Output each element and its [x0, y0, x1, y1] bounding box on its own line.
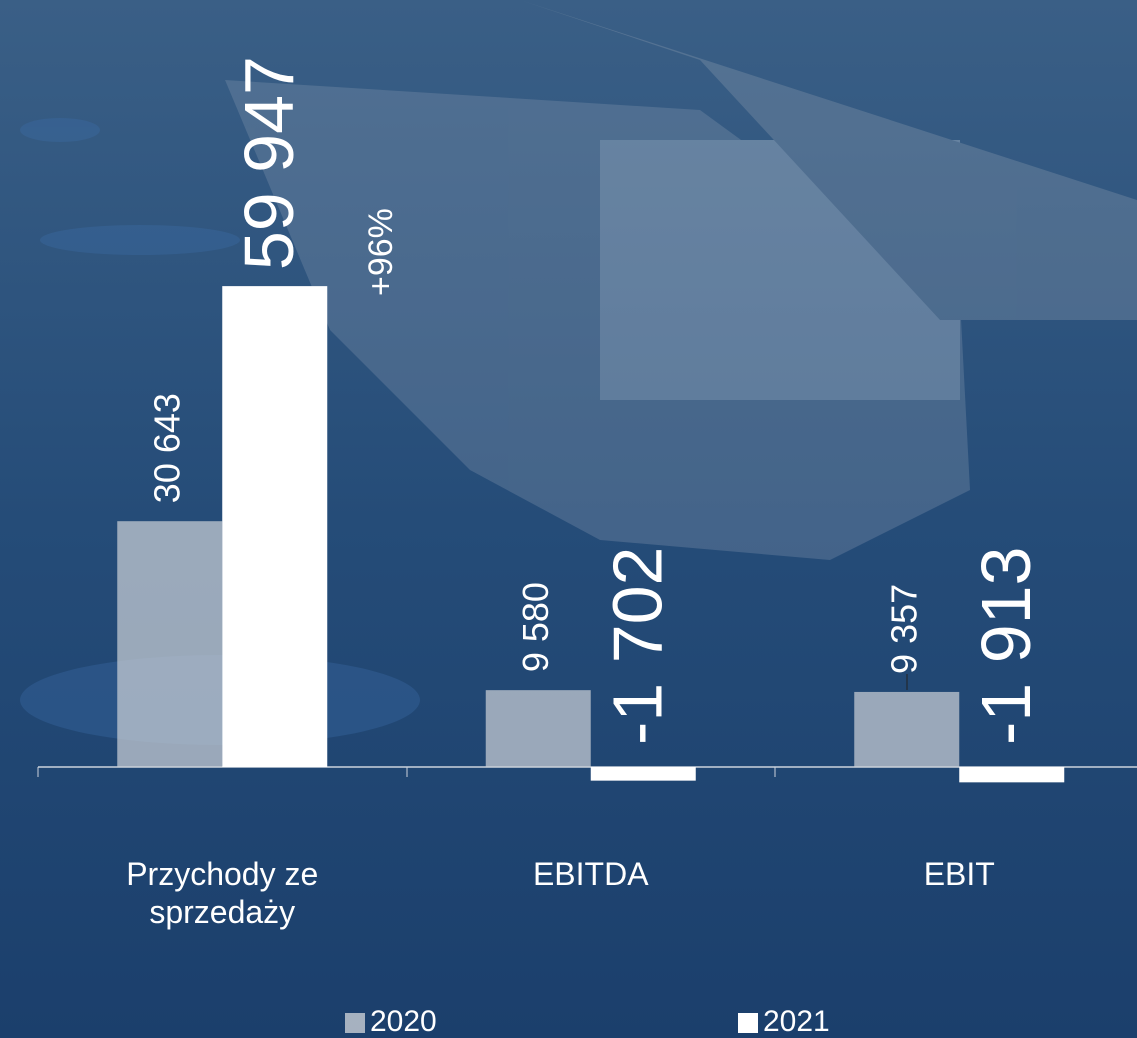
bar	[959, 767, 1065, 783]
bar	[854, 691, 960, 767]
bar	[117, 521, 223, 767]
value-label: -1 702	[599, 547, 677, 745]
value-label: 30 643	[146, 393, 187, 503]
bar	[590, 767, 696, 781]
category-label: EBITDA	[532, 856, 649, 892]
bar	[485, 690, 591, 767]
value-label: 59 947	[230, 56, 308, 270]
value-label: -1 913	[967, 547, 1045, 745]
legend-swatch	[345, 1013, 365, 1033]
annotation: +96%	[362, 208, 400, 296]
background-ship	[20, 0, 1137, 745]
legend-label: 2020	[370, 1005, 437, 1038]
category-label: Przychody ze sprzedaży	[126, 856, 319, 930]
value-label: 9 580	[515, 582, 556, 672]
legend-label: 2021	[763, 1005, 830, 1038]
value-label: 9 357	[883, 584, 924, 674]
legend-swatch	[738, 1013, 758, 1033]
bar	[222, 286, 328, 767]
category-label: EBIT	[923, 856, 995, 892]
